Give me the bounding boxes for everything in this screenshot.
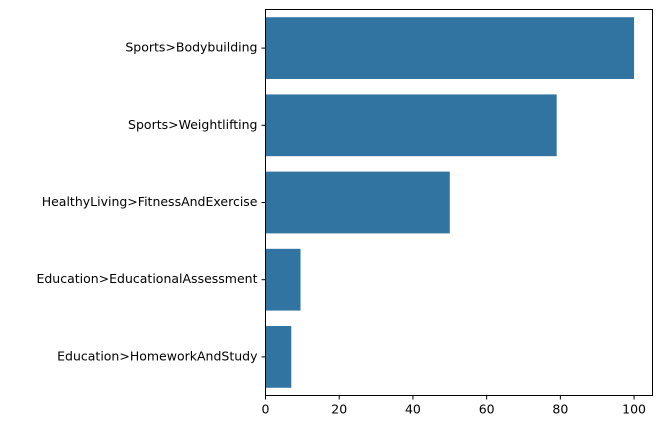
y-tick-label-0: Sports>Bodybuilding bbox=[125, 40, 257, 55]
bar-3 bbox=[265, 248, 301, 311]
x-tick-label-1: 20 bbox=[331, 402, 347, 417]
x-tick-label-0: 0 bbox=[262, 402, 270, 417]
x-tick-label-2: 40 bbox=[405, 402, 421, 417]
bars bbox=[265, 17, 635, 388]
y-tick-label-1: Sports>Weightlifting bbox=[128, 117, 257, 132]
x-tick-label-3: 60 bbox=[479, 402, 495, 417]
x-tick-label-5: 100 bbox=[622, 402, 646, 417]
y-tick-label-2: HealthyLiving>FitnessAndExercise bbox=[42, 194, 258, 209]
y-tick-label-3: Education>EducationalAssessment bbox=[36, 271, 257, 286]
x-axis-ticks: 0 20 40 60 80 100 bbox=[262, 395, 646, 417]
y-tick-label-4: Education>HomeworkAndStudy bbox=[57, 348, 258, 363]
bar-2 bbox=[265, 171, 450, 234]
bar-0 bbox=[265, 17, 635, 79]
y-axis-labels: Sports>Bodybuilding Sports>Weightlifting H… bbox=[36, 40, 266, 363]
bar-4 bbox=[265, 326, 292, 388]
x-tick-label-4: 80 bbox=[552, 402, 568, 417]
bar-1 bbox=[265, 94, 557, 157]
